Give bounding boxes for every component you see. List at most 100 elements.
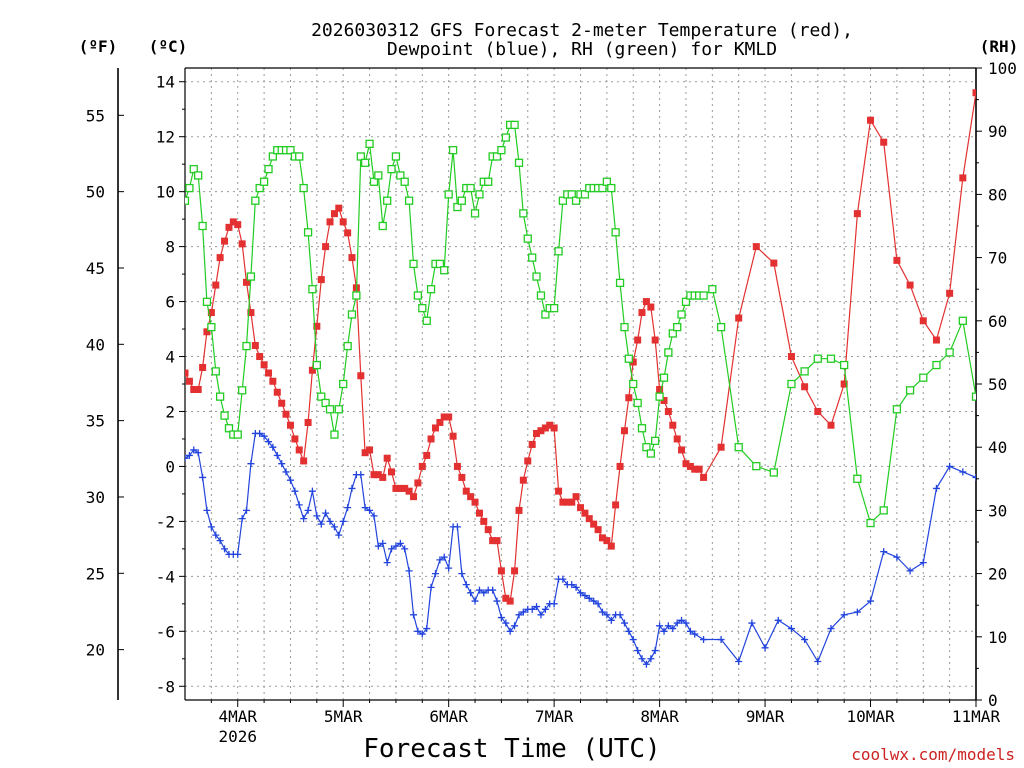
temperature-point (273, 388, 281, 396)
dewpoint-point (919, 559, 927, 567)
rh-point (435, 259, 445, 269)
x-tick-label: 9MAR (746, 707, 785, 726)
temperature-point (265, 369, 273, 377)
rh-point (752, 462, 761, 471)
dewpoint-point (238, 515, 246, 523)
rh-point (365, 139, 374, 148)
temperature-point (946, 289, 954, 297)
dewpoint-point (440, 553, 448, 561)
dewpoint-point (269, 443, 277, 451)
rh-point (514, 158, 524, 167)
rh-point (629, 379, 638, 389)
temperature-point (308, 366, 316, 374)
dewpoint-point (256, 429, 264, 437)
dewpoint-point (313, 512, 321, 520)
rh-point (202, 297, 212, 306)
temperature-point (524, 457, 532, 465)
temperature-point (229, 218, 237, 226)
temperature-point (199, 364, 207, 372)
temperature-point (203, 328, 211, 336)
dewpoint-point (489, 586, 497, 594)
dewpoint-point (458, 570, 466, 578)
rh-point (492, 152, 502, 161)
rh-point (334, 405, 343, 414)
rh-point (673, 322, 682, 332)
temperature-point (212, 281, 220, 289)
temperature-point (814, 407, 822, 415)
rh-point (549, 304, 559, 313)
temperature-point (959, 174, 967, 182)
dewpoint-point (366, 506, 374, 514)
dewpoint-point (946, 462, 954, 470)
rh-point (409, 259, 418, 269)
temperature-point (339, 218, 347, 226)
rh-point (374, 171, 383, 180)
temperature-point (581, 509, 589, 517)
temperature-point (462, 487, 470, 495)
rh-point (396, 171, 405, 180)
c-tick-label: 10 (156, 183, 175, 202)
rh-point (532, 272, 541, 281)
rh-point (453, 202, 462, 212)
dewpoint-point (656, 622, 664, 630)
dewpoint-point (207, 523, 215, 531)
dewpoint-point (392, 542, 400, 550)
x-tick-sublabel: 2026 (218, 727, 257, 746)
dewpoint-point (660, 627, 668, 635)
c-tick-label: 4 (165, 348, 175, 367)
dewpoint-point (853, 608, 861, 616)
c-tick-label: 0 (165, 457, 175, 476)
temperature-point (484, 526, 492, 534)
temperature-point (594, 526, 602, 534)
temperature-point (620, 427, 628, 435)
temperature-point (695, 465, 703, 473)
rh-point (251, 196, 260, 205)
dewpoint-point (396, 539, 404, 547)
rh-unit-label: (RH) (980, 37, 1019, 56)
temperature-point (185, 377, 193, 385)
dewpoint-point (774, 616, 782, 624)
rh-tick-label: 70 (988, 249, 1007, 268)
rh-point (668, 329, 677, 338)
rh-point (369, 177, 379, 186)
dewpoint-point (686, 627, 694, 635)
temperature-point (673, 435, 681, 443)
rh-point (523, 234, 532, 243)
dewpoint-point (348, 484, 356, 492)
rh-point (189, 164, 198, 174)
temperature-point (664, 407, 672, 415)
rh-point (422, 316, 431, 325)
dewpoint-point (273, 451, 281, 459)
temperature-point (528, 440, 536, 448)
credit-text: coolwx.com/models (851, 745, 1015, 764)
dewpoint-point (427, 583, 435, 591)
temperature-point (607, 542, 615, 550)
rh-tick-label: 60 (988, 312, 1007, 331)
rh-point (681, 297, 691, 306)
rh-point (378, 221, 387, 231)
temperature-point (511, 567, 519, 575)
dewpoint-point (388, 545, 396, 553)
dewpoint-point (295, 501, 303, 509)
temperature-point (612, 501, 620, 509)
rh-point (457, 196, 467, 205)
rh-point (264, 164, 273, 174)
temperature-point (506, 597, 514, 605)
rh-point (651, 436, 660, 446)
rh-point (853, 474, 862, 483)
temperature-point (537, 427, 545, 435)
rh-point (642, 443, 651, 452)
rh-tick-label: 10 (988, 628, 1007, 647)
temperature-point (735, 314, 743, 322)
temperature-point (221, 237, 229, 245)
temperature-point (242, 278, 250, 286)
c-tick-label: -8 (156, 677, 175, 696)
temperature-point (449, 432, 457, 440)
temperature-point (787, 353, 795, 361)
dewpoint-point (700, 636, 708, 644)
temperature-point (555, 487, 563, 495)
temperature-point (247, 309, 255, 317)
temperature-point (770, 259, 778, 267)
rh-point (299, 183, 308, 193)
rh-point (497, 146, 506, 155)
